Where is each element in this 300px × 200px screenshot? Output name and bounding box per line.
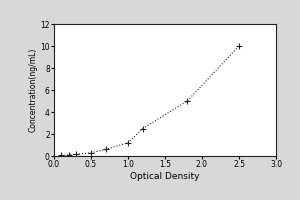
Y-axis label: Concentration(ng/mL): Concentration(ng/mL) bbox=[28, 48, 38, 132]
X-axis label: Optical Density: Optical Density bbox=[130, 172, 200, 181]
